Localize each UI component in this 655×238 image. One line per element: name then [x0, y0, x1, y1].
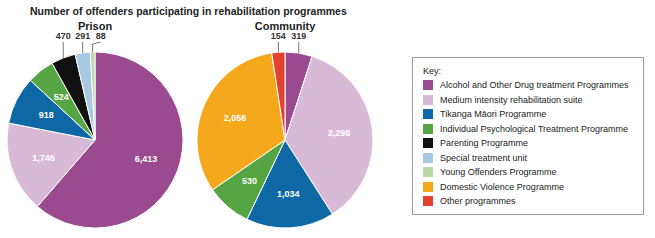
svg-text:1,034: 1,034 — [277, 189, 300, 199]
html-text:Key:: Key: — [423, 66, 441, 76]
svg-text:1,746: 1,746 — [32, 153, 55, 163]
html-text:Number of offenders participat: Number of offenders participating in reh… — [30, 5, 347, 17]
svg-text:2,056: 2,056 — [224, 113, 247, 123]
html-text:Other programmes: Other programmes — [440, 196, 516, 207]
html-text:Tikanga Māori Programme: Tikanga Māori Programme — [440, 109, 547, 120]
svg-text:6,413: 6,413 — [135, 154, 158, 164]
svg-text:154: 154 — [271, 31, 286, 41]
html-text:Individual Psychological Treat: Individual Psychological Treatment Progr… — [440, 123, 629, 134]
html-text:Community: Community — [254, 20, 316, 32]
html-text:Domestic Violence Programme: Domestic Violence Programme — [440, 181, 564, 192]
svg-text:2,298: 2,298 — [328, 128, 351, 138]
svg-text:88: 88 — [96, 31, 106, 41]
svg-text:291: 291 — [75, 31, 90, 41]
html-text:Parenting Programme: Parenting Programme — [440, 138, 528, 149]
svg-text:319: 319 — [291, 31, 306, 41]
html-text:Medium intensity rehabilitatio: Medium intensity rehabilitation suite — [440, 94, 583, 105]
html-text:Prison: Prison — [77, 20, 113, 32]
html-text:Young Offenders Programme: Young Offenders Programme — [440, 167, 557, 178]
svg-text:470: 470 — [56, 31, 71, 41]
svg-text:530: 530 — [242, 176, 257, 186]
html-text:Alcohol and Other Drug treatme: Alcohol and Other Drug treatment Program… — [440, 80, 629, 91]
html-text:Special treatment unit: Special treatment unit — [440, 152, 527, 163]
svg-text:524: 524 — [54, 92, 69, 102]
svg-text:918: 918 — [39, 110, 54, 120]
